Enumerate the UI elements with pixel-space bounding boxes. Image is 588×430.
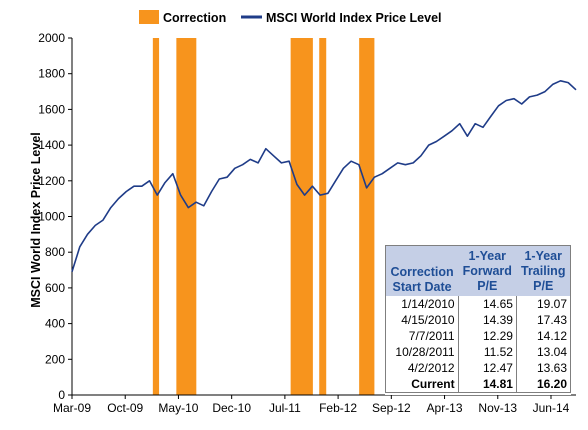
pe-cell-trailing: 14.12 <box>516 328 570 344</box>
x-tick-label: Oct-09 <box>107 401 143 415</box>
pe-cell-forward: 12.47 <box>458 360 516 376</box>
x-tick-label: Nov-13 <box>478 401 517 415</box>
y-tick-label: 600 <box>45 281 65 295</box>
pe-table-grid: Correction Start Date 1-Year Forward P/E… <box>385 245 571 393</box>
x-tick-label: Dec-10 <box>212 401 251 415</box>
correction-bar-2 <box>176 38 196 395</box>
legend-label-msci: MSCI World Index Price Level <box>266 11 442 25</box>
pe-cell-trailing: 17.43 <box>516 312 570 328</box>
pe-cell-date: 1/14/2010 <box>386 296 459 312</box>
y-tick-label: 200 <box>45 352 65 366</box>
x-tick-label: May-10 <box>158 401 198 415</box>
correction-bar-3 <box>291 38 313 395</box>
y-tick-label: 0 <box>58 388 65 402</box>
y-tick-label: 800 <box>45 245 65 259</box>
y-axis-label: MSCI World Index Price Level <box>29 132 43 308</box>
pe-cell-forward: 14.81 <box>458 376 516 393</box>
pe-cell-date: 7/7/2011 <box>386 328 459 344</box>
x-tick-label: Sep-12 <box>372 401 411 415</box>
y-tick-label: 2000 <box>38 31 65 45</box>
x-tick-label: Jun-14 <box>533 401 570 415</box>
y-tick-label: 1800 <box>38 67 65 81</box>
pe-header-trailing: 1-Year Trailing P/E <box>516 246 570 297</box>
legend: Correction MSCI World Index Price Level <box>139 10 442 25</box>
legend-swatch-correction <box>139 10 159 24</box>
pe-cell-date: 4/2/2012 <box>386 360 459 376</box>
pe-cell-trailing: 19.07 <box>516 296 570 312</box>
pe-header-forward: 1-Year Forward P/E <box>458 246 516 297</box>
x-tick-label: Jul-11 <box>269 401 301 415</box>
pe-cell-date: Current <box>386 376 459 393</box>
y-tick-label: 1600 <box>38 102 65 116</box>
pe-table-header-row: Correction Start Date 1-Year Forward P/E… <box>386 246 571 297</box>
pe-table: Correction Start Date 1-Year Forward P/E… <box>385 245 571 395</box>
pe-cell-forward: 14.39 <box>458 312 516 328</box>
pe-cell-trailing: 16.20 <box>516 376 570 393</box>
correction-bar-5 <box>359 38 374 395</box>
pe-header-start-date: Correction Start Date <box>386 246 459 297</box>
legend-label-correction: Correction <box>163 11 226 25</box>
correction-bar-1 <box>153 38 159 395</box>
correction-bar-4 <box>319 38 326 395</box>
pe-cell-date: 10/28/2011 <box>386 344 459 360</box>
x-tick-label: Feb-12 <box>319 401 357 415</box>
x-tick-label: Apr-13 <box>427 401 463 415</box>
y-tick-label: 400 <box>45 317 65 331</box>
pe-cell-date: 4/15/2010 <box>386 312 459 328</box>
pe-cell-forward: 14.65 <box>458 296 516 312</box>
x-tick-label: Mar-09 <box>53 401 91 415</box>
pe-cell-forward: 12.29 <box>458 328 516 344</box>
pe-cell-trailing: 13.63 <box>516 360 570 376</box>
pe-cell-trailing: 13.04 <box>516 344 570 360</box>
pe-cell-forward: 11.52 <box>458 344 516 360</box>
correction-bars <box>153 38 375 395</box>
